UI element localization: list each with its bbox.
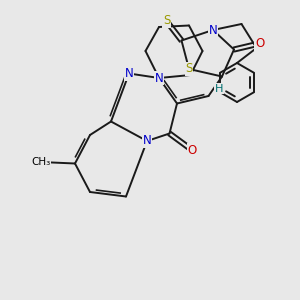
Text: O: O xyxy=(188,143,196,157)
Text: N: N xyxy=(208,23,217,37)
Text: H: H xyxy=(215,83,223,94)
Text: CH₃: CH₃ xyxy=(31,157,50,167)
Text: S: S xyxy=(185,62,193,76)
Text: O: O xyxy=(255,37,264,50)
Text: N: N xyxy=(154,71,164,85)
Text: N: N xyxy=(142,134,152,148)
Text: S: S xyxy=(163,14,170,28)
Text: N: N xyxy=(124,67,134,80)
